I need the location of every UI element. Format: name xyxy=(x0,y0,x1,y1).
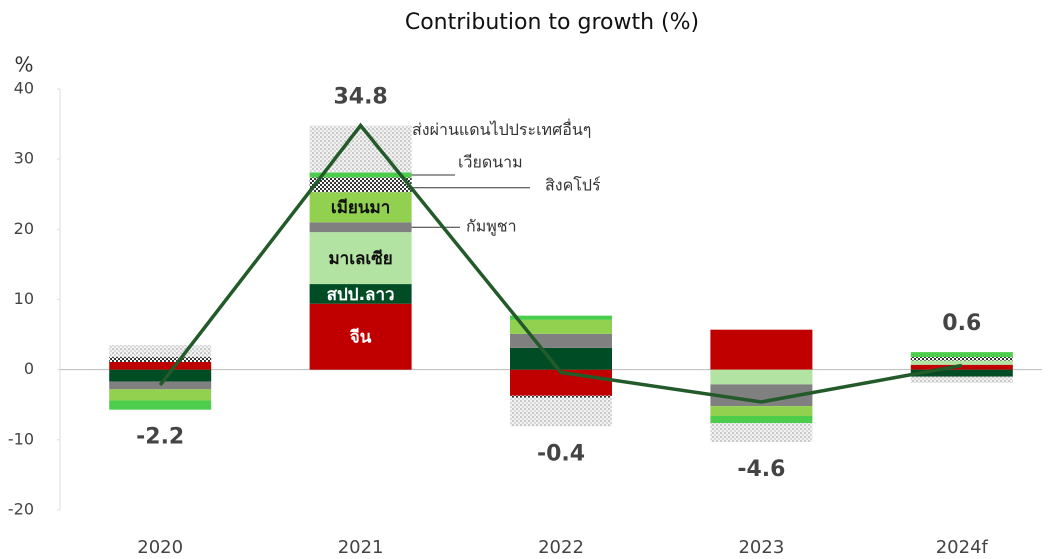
value-label: -4.6 xyxy=(737,457,785,482)
bar-segment xyxy=(309,177,412,193)
x-tick-label: 2020 xyxy=(137,537,183,558)
y-axis-label: % xyxy=(14,53,33,77)
bar-segment xyxy=(710,406,813,416)
bar-segment xyxy=(710,384,813,407)
value-label: -0.4 xyxy=(537,442,585,467)
series-label: กัมพูชา xyxy=(466,217,517,237)
series-label: เวียดนาม xyxy=(458,152,523,171)
bar-segment xyxy=(309,125,412,173)
bar-segment xyxy=(510,347,612,370)
bar-segment xyxy=(109,345,212,358)
bar-segment xyxy=(309,284,412,304)
bar-segment xyxy=(309,232,412,285)
x-tick-label: 2022 xyxy=(538,537,584,558)
y-tick-label: 40 xyxy=(14,79,34,98)
bar-segment xyxy=(510,395,612,398)
x-tick-label: 2024f xyxy=(936,537,989,558)
bar-segment xyxy=(109,381,212,390)
bar-segment xyxy=(710,415,813,423)
bar-segment xyxy=(309,192,412,223)
bar-segment xyxy=(309,222,412,233)
y-tick-label: -10 xyxy=(8,429,34,448)
bar-segment xyxy=(510,333,612,348)
series-label: สปป.ลาว xyxy=(327,285,395,305)
bar-segment xyxy=(910,376,1013,383)
series-label: จีน xyxy=(350,327,372,348)
total-line xyxy=(158,122,963,404)
bar-segment xyxy=(109,389,212,401)
series-label: มาเลเซีย xyxy=(328,248,392,269)
bar-segment xyxy=(710,422,813,442)
series-label: เมียนมา xyxy=(331,197,390,218)
y-tick-label: 20 xyxy=(14,219,34,238)
value-label: 0.6 xyxy=(942,311,981,336)
y-tick-label: 30 xyxy=(14,149,34,168)
bar-segment xyxy=(109,369,212,382)
bar-segment xyxy=(710,369,813,385)
bar-segment xyxy=(710,329,813,370)
bar-segment xyxy=(109,361,212,370)
bar-segment xyxy=(309,303,412,370)
bar-segment xyxy=(109,357,212,362)
bar-segment xyxy=(510,319,612,334)
bar-segment xyxy=(910,360,1013,365)
series-label: ส่งผ่านแดนไปประเทศอื่นๆ xyxy=(412,118,591,139)
y-tick-label: -20 xyxy=(8,500,34,519)
bar-segment xyxy=(910,357,1013,361)
x-tick-label: 2023 xyxy=(738,537,784,558)
bar-segment xyxy=(510,315,612,320)
series-label: สิงคโปร์ xyxy=(545,175,601,194)
bar-segment xyxy=(109,400,212,410)
bar-segment xyxy=(910,352,1013,358)
value-label: 34.8 xyxy=(333,84,387,109)
x-tick-label: 2021 xyxy=(338,537,384,558)
bar-segment xyxy=(910,369,1013,377)
bar-segment xyxy=(510,397,612,427)
y-tick-label: 10 xyxy=(14,289,34,308)
chart-title: Contribution to growth (%) xyxy=(405,10,699,35)
bar-segment xyxy=(309,172,412,178)
value-label: -2.2 xyxy=(136,425,184,450)
y-tick-label: 0 xyxy=(24,359,34,378)
